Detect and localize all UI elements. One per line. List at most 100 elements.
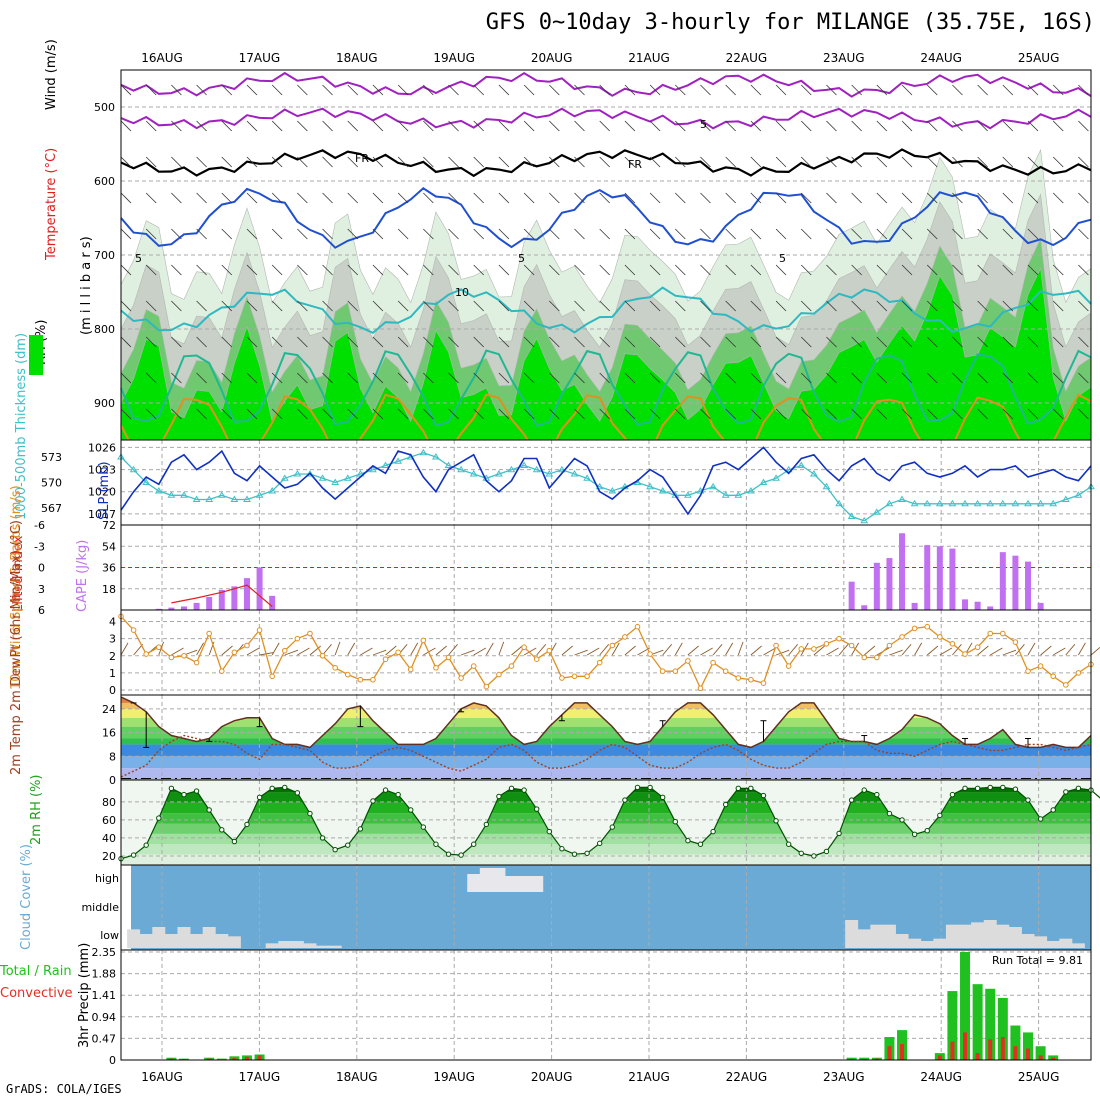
pressure-tick-label: 900 <box>94 397 115 410</box>
wind-barb <box>826 300 837 312</box>
cloud-low-bar <box>278 941 292 948</box>
cloud-low-bar <box>303 943 317 948</box>
wind-barb <box>498 120 510 132</box>
wind-barb <box>1002 300 1014 312</box>
wind-barb <box>549 264 560 276</box>
wind-barb <box>271 372 283 384</box>
wind-barb <box>372 120 384 132</box>
wind-barb <box>926 264 938 276</box>
wind-barb <box>624 372 636 384</box>
rh-marker <box>420 824 427 830</box>
thickness-marker <box>142 478 151 485</box>
cloud-low-bar <box>908 938 922 948</box>
rh-marker <box>130 852 137 858</box>
wind-barb <box>196 300 207 312</box>
wind-barb <box>448 228 459 240</box>
wind-speed-marker <box>521 644 527 651</box>
wind-barb <box>649 264 661 276</box>
wind-barb <box>725 264 736 276</box>
wind-barb <box>876 156 888 168</box>
wind-barb <box>322 192 333 204</box>
wind-barb <box>523 372 535 384</box>
wind-barb <box>549 372 560 384</box>
wind-barb <box>473 156 485 168</box>
wind-barb-10m <box>700 647 713 656</box>
wind-barb <box>574 300 585 312</box>
thickness-marker <box>532 465 541 473</box>
thickness-tick-label: 567 <box>41 502 62 515</box>
wind-barb <box>473 192 485 204</box>
wind-barb <box>171 84 182 96</box>
thickness-marker <box>721 491 730 498</box>
wind-barb <box>145 300 157 312</box>
wind-barb <box>347 228 359 240</box>
wind-barb <box>1002 156 1014 168</box>
wind-barb-10m <box>347 642 356 656</box>
wind-barb <box>826 84 837 96</box>
wind-barb <box>523 300 535 312</box>
cloud-low-bar <box>983 920 997 948</box>
wind-barb <box>448 120 459 132</box>
wind-barb <box>725 408 736 420</box>
rh-marker <box>332 846 338 853</box>
cloud-low-bar <box>152 927 166 948</box>
wind-barb <box>826 120 837 132</box>
wind-barb <box>196 84 207 96</box>
precip-tick-label: 0 <box>109 1054 116 1067</box>
thickness-marker <box>180 491 188 498</box>
rh-band <box>121 854 1091 865</box>
wind-barb <box>624 228 636 240</box>
wind-barb <box>1002 264 1014 276</box>
wind-barb <box>271 228 283 240</box>
wind-barb <box>120 300 132 312</box>
run-total-label: Run Total = 9.81 <box>992 954 1083 967</box>
temp-band <box>121 702 1091 709</box>
rh-marker <box>408 807 414 813</box>
cloud-high-bar <box>517 876 531 892</box>
rh-marker <box>345 842 351 848</box>
wind-barb <box>372 372 384 384</box>
wind-barb <box>423 264 434 276</box>
wind-barb-10m <box>599 643 610 656</box>
thickness-marker <box>1074 491 1083 498</box>
wind-barb <box>246 372 258 384</box>
wind-speed-marker <box>143 651 149 657</box>
wind-barb <box>599 84 610 96</box>
wind-speed-marker <box>861 654 868 661</box>
rh-marker <box>987 784 993 791</box>
wind-barb <box>271 156 283 168</box>
wind-barb <box>221 372 233 384</box>
cape-bar <box>155 608 162 610</box>
wind-barb <box>599 120 610 132</box>
precip-total-bar <box>229 1056 240 1060</box>
thickness-marker <box>961 499 969 507</box>
thickness-marker <box>293 470 302 477</box>
wind-barb <box>196 408 207 420</box>
wind-barb <box>624 264 636 276</box>
cape-bar <box>243 578 250 610</box>
wind-barb-10m <box>435 645 447 656</box>
wind-barb <box>775 408 787 420</box>
cloud-low-bar <box>290 941 304 948</box>
wind-speed-marker <box>748 676 754 683</box>
wind-barb <box>901 300 913 312</box>
date-label-bottom: 17AUG <box>239 1070 281 1084</box>
wind-barb <box>700 84 711 96</box>
precip-total-bar <box>997 997 1008 1060</box>
cloud-low-bar <box>1034 936 1048 948</box>
wind-speed-marker <box>697 685 704 692</box>
rh-marker <box>848 797 855 803</box>
thickness-marker <box>671 491 680 498</box>
wind-barb <box>1052 264 1064 276</box>
cloud-low-bar <box>316 945 330 948</box>
wind-barb <box>498 228 510 240</box>
thickness-marker <box>331 478 340 485</box>
wind-barb <box>649 228 661 240</box>
wind-speed-marker <box>1000 630 1006 637</box>
wind-barb <box>624 84 636 96</box>
wind-barb <box>1002 120 1014 132</box>
thickness-marker <box>747 487 755 494</box>
wind-speed-marker <box>281 647 288 654</box>
wind-barb <box>675 228 686 240</box>
wind-barb <box>1027 300 1039 312</box>
